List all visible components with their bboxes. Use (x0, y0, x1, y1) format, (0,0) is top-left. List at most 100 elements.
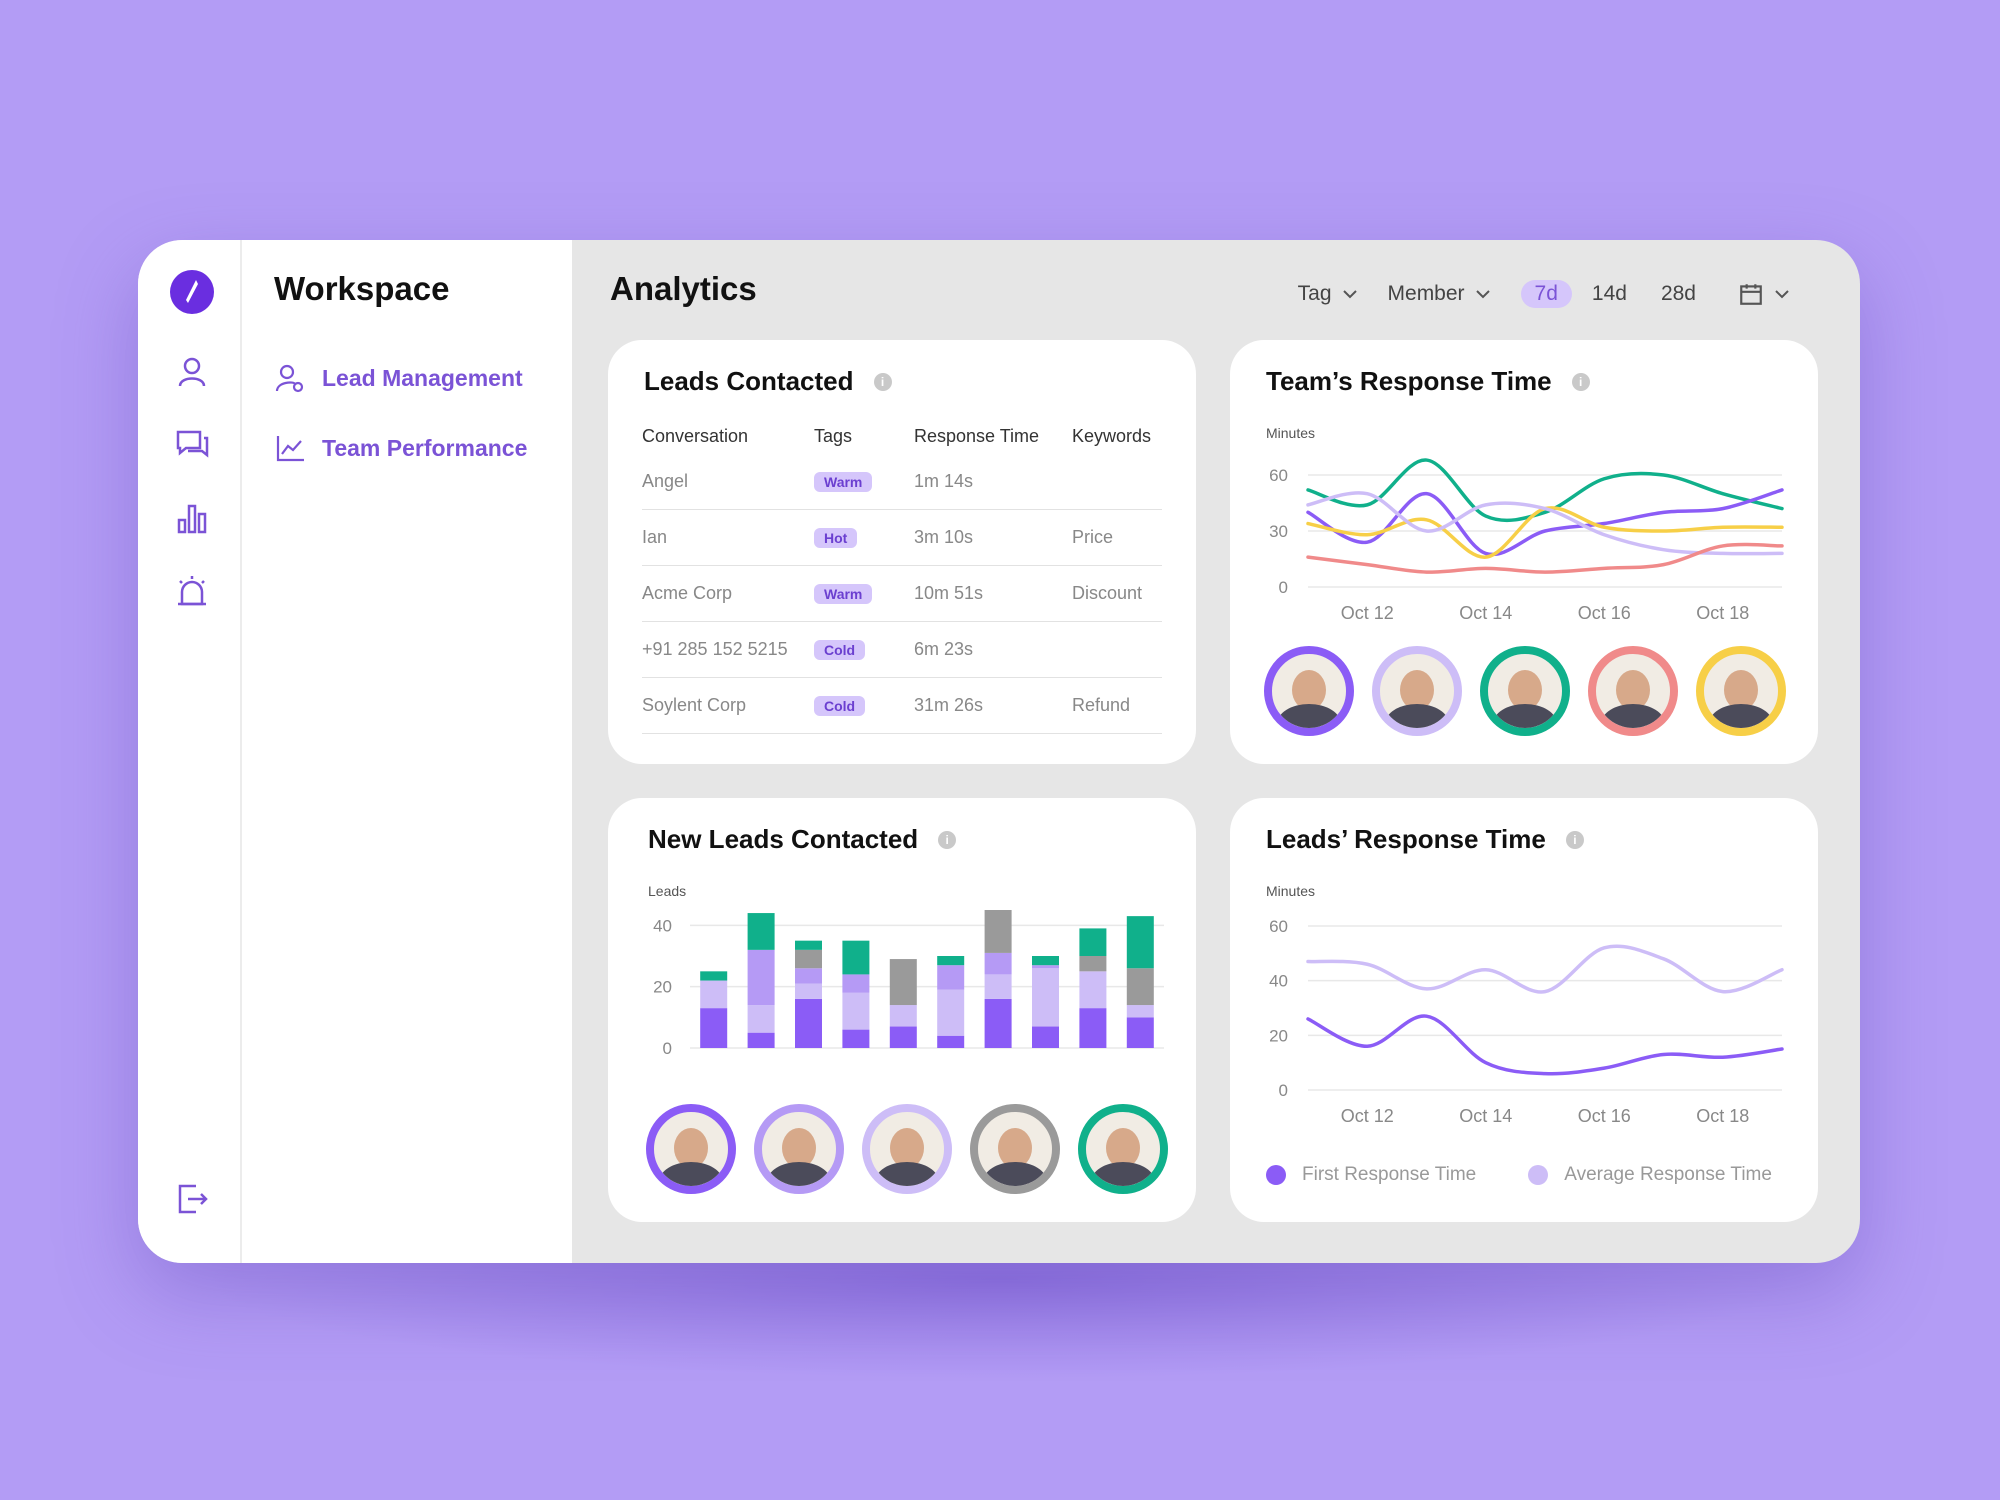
bar-segment (1126, 1017, 1154, 1048)
avatar-head (998, 1128, 1032, 1169)
x-tick-label: Oct 12 (1341, 1106, 1394, 1126)
avatar[interactable] (646, 1104, 736, 1194)
column-header: Response Time (914, 425, 1040, 446)
avatar-body (1277, 704, 1341, 728)
info-icon[interactable]: i (1571, 372, 1590, 391)
date-picker[interactable] (1738, 281, 1792, 307)
legend-label: First Response Time (1302, 1164, 1477, 1185)
chat-icon[interactable] (172, 424, 212, 464)
x-tick-label: Oct 18 (1696, 603, 1749, 623)
y-tick-label: 20 (653, 978, 672, 997)
avatar[interactable] (1696, 646, 1786, 736)
x-tick-label: Oct 14 (1459, 603, 1512, 623)
table-row[interactable]: +91 285 152 5215 Cold 6m 23s (642, 622, 1162, 678)
card-title-wrap: New Leads Contacted i (648, 824, 957, 855)
period-selector: 7d 14d 28d (1520, 280, 1710, 308)
bar-segment (1126, 916, 1154, 969)
series-line (1306, 488, 1784, 557)
avatar-head (674, 1128, 708, 1169)
cell-keyword: Discount (1072, 583, 1143, 603)
avatar[interactable] (1078, 1104, 1168, 1194)
series-line (1306, 458, 1784, 523)
table-row[interactable]: Soylent Corp Cold 31m 26s Refund (642, 678, 1162, 734)
new-leads-chart: Leads 0 20 40 (648, 883, 1164, 1058)
avatar[interactable] (1264, 646, 1354, 736)
bar-segment (747, 1032, 775, 1048)
table-row[interactable]: Acme Corp Warm 10m 51s Discount (642, 566, 1162, 622)
chevron-down-icon (1342, 290, 1357, 299)
y-tick-label: 40 (1269, 972, 1288, 991)
icon-rail (138, 240, 242, 1263)
alarm-icon[interactable] (172, 570, 212, 610)
avatar-head (1292, 670, 1326, 711)
table-cell: Warm (814, 583, 914, 604)
bar-segment (984, 974, 1012, 999)
table-row[interactable]: Ian Hot 3m 10s Price (642, 510, 1162, 566)
cell-response-time: 6m 23s (914, 639, 974, 659)
avatar[interactable] (862, 1104, 952, 1194)
main-content: Analytics Tag Member 7d 14d 28d (572, 240, 1860, 1263)
info-icon[interactable]: i (1565, 830, 1584, 849)
cell-conversation: +91 285 152 5215 (642, 639, 788, 659)
table-cell: Hot (814, 527, 914, 548)
legend-dot-icon (1266, 1165, 1286, 1185)
y-axis-label: Minutes (1266, 425, 1315, 441)
lead-avatars (646, 1104, 1168, 1194)
column-header: Tags (814, 425, 853, 446)
logo-icon[interactable] (170, 270, 214, 314)
series-line (1306, 506, 1784, 559)
bar-segment (1126, 968, 1154, 1006)
page-title: Analytics (610, 270, 757, 307)
legend-item[interactable]: First Response Time (1266, 1164, 1476, 1186)
avatar-body (767, 1162, 831, 1186)
y-tick-label: 60 (1269, 466, 1288, 485)
legend-dot-icon (1528, 1165, 1549, 1185)
member-filter[interactable]: Member (1388, 282, 1493, 306)
bar-segment (1032, 968, 1059, 1027)
y-axis-label: Leads (648, 883, 686, 899)
avatar[interactable] (754, 1104, 844, 1194)
team-response-card: Team’s Response Time i Minutes 0 30 60 Oct 1… (1230, 340, 1818, 764)
nav-item-label: Team Performance (322, 434, 528, 461)
user-icon[interactable] (172, 352, 212, 392)
table-row[interactable]: Angel Warm 1m 14s (642, 454, 1162, 510)
tag-filter[interactable]: Tag (1298, 282, 1360, 306)
nav-item-lead-management[interactable]: Lead Management (274, 362, 523, 394)
nav-panel: Workspace Lead Management Team Performan… (242, 240, 572, 1263)
avatar[interactable] (1480, 646, 1570, 736)
info-icon[interactable]: i (873, 372, 892, 391)
bar-segment (889, 959, 917, 1006)
x-tick-label: Oct 18 (1696, 1106, 1749, 1126)
legend-item[interactable]: Average Response Time (1528, 1164, 1772, 1186)
y-tick-label: 20 (1269, 1026, 1288, 1045)
avatar[interactable] (1372, 646, 1462, 736)
bar-segment (1032, 956, 1059, 966)
new-leads-card: New Leads Contacted i Leads 0 20 40 (608, 798, 1196, 1222)
info-icon[interactable]: i (938, 830, 957, 849)
bar-segment (747, 1005, 775, 1033)
bar-chart-icon[interactable] (172, 498, 212, 538)
tag-badge: Cold (814, 640, 866, 660)
period-28d[interactable]: 28d (1660, 282, 1696, 305)
bar-segment (700, 980, 728, 1009)
avatar[interactable] (970, 1104, 1060, 1194)
avatar-body (1385, 704, 1449, 728)
nav-item-team-performance[interactable]: Team Performance (274, 432, 527, 464)
avatar-body (1091, 1162, 1155, 1186)
avatar-head (1106, 1128, 1140, 1169)
bar-segment (1032, 965, 1059, 969)
bar-segment (889, 1026, 917, 1048)
leads-table: Conversation Tags Response Time Keywords… (642, 418, 1162, 734)
series-line (1306, 1014, 1784, 1076)
table-cell: Angel (642, 471, 814, 492)
bar-segment (937, 965, 965, 990)
table-cell: Soylent Corp (642, 695, 814, 716)
avatar[interactable] (1588, 646, 1678, 736)
period-14d[interactable]: 14d (1591, 282, 1627, 305)
leads-response-chart: Minutes 0 20 40 60 Oct 12 Oct 14 Oct 16 Oct 18 (1266, 883, 1784, 1126)
table-cell: Discount (1072, 583, 1162, 604)
logout-icon[interactable] (172, 1178, 212, 1218)
card-title-wrap: Leads’ Response Time i (1266, 824, 1584, 855)
avatar-body (875, 1162, 939, 1186)
period-7d[interactable]: 7d (1520, 280, 1572, 308)
